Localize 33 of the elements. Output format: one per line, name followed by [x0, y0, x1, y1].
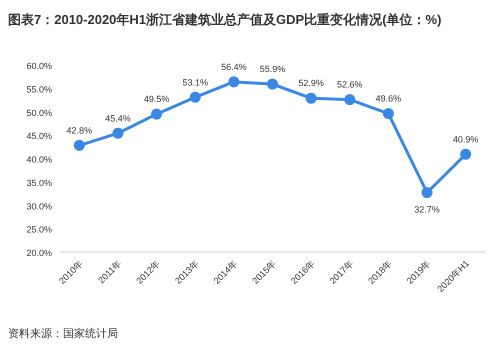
- point: [344, 94, 356, 106]
- data-label: 42.8%: [66, 125, 92, 136]
- point: [382, 108, 394, 120]
- point: [460, 148, 472, 160]
- point: [267, 78, 278, 90]
- chart-title: 图表7：2010-2020年H1浙江省建筑业总产值及GDP比重变化情况(单位：%): [8, 12, 442, 27]
- point: [74, 140, 85, 151]
- data-label: 32.7%: [414, 204, 440, 215]
- data-label: 55.9%: [260, 64, 286, 74]
- y-tick-label: 60.0%: [26, 61, 52, 71]
- text: 资料来源：国家统计局: [8, 327, 118, 340]
- data-label: 52.6%: [337, 80, 363, 90]
- point: [151, 108, 162, 120]
- point: [422, 187, 433, 198]
- y-tick-label: 45.0%: [26, 131, 52, 142]
- data-label: 40.9%: [452, 134, 478, 144]
- y-tick-label: 30.0%: [26, 201, 52, 212]
- data-label: 49.5%: [144, 94, 170, 104]
- data-label: 53.1%: [182, 77, 208, 88]
- y-tick-label: 55.0%: [26, 84, 52, 94]
- point: [112, 128, 124, 139]
- point: [190, 92, 201, 103]
- data-label: 49.6%: [376, 94, 402, 104]
- y-tick-label: 35.0%: [26, 178, 52, 188]
- y-tick-label: 40.0%: [26, 154, 52, 164]
- y-tick-label: 25.0%: [26, 224, 52, 235]
- data-label: 52.9%: [298, 78, 324, 88]
- y-tick-label: 50.0%: [26, 108, 52, 118]
- data-label: 45.4%: [105, 113, 131, 124]
- point: [228, 76, 240, 88]
- data-label: 56.4%: [221, 62, 247, 72]
- y-tick-label: 20.0%: [26, 248, 52, 258]
- point: [306, 92, 317, 104]
